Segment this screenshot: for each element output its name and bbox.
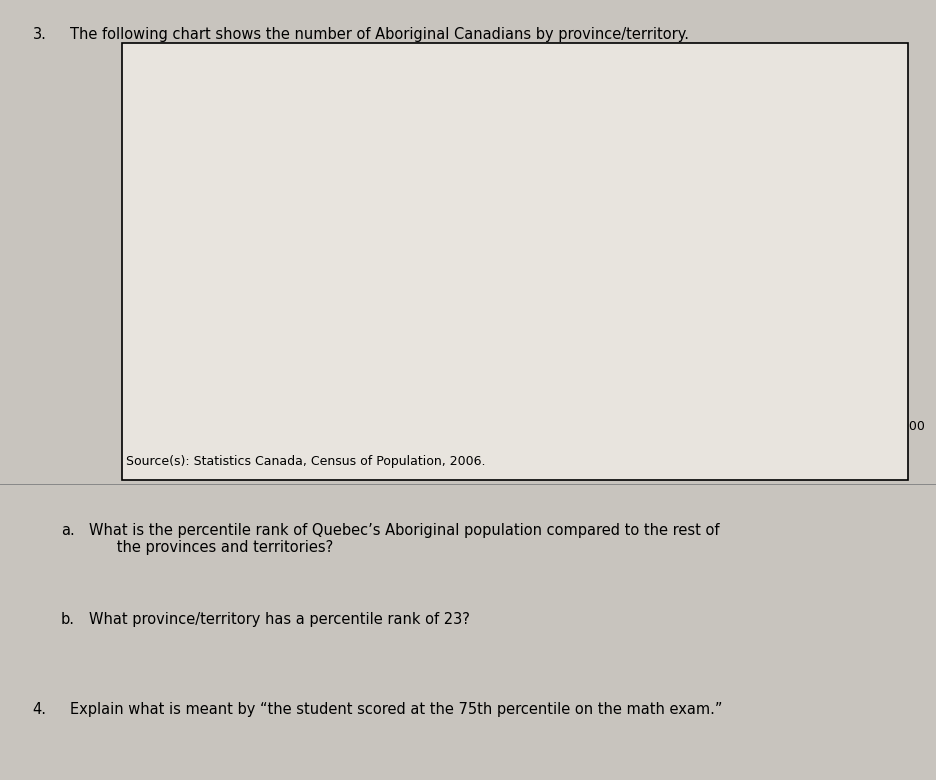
Text: a.: a. bbox=[61, 523, 75, 537]
Bar bbox=[295, 381, 299, 395]
Text: 175 395: 175 395 bbox=[651, 144, 699, 158]
Bar bbox=[295, 328, 330, 343]
Text: 7 580: 7 580 bbox=[314, 356, 346, 368]
Text: 188 365: 188 365 bbox=[677, 118, 725, 131]
Text: Source(s): Statistics Canada, Census of Population, 2006.: Source(s): Statistics Canada, Census of … bbox=[126, 455, 486, 468]
Bar bbox=[295, 223, 345, 237]
Text: What is the percentile rank of Quebec’s Aboriginal population compared to the re: What is the percentile rank of Quebec’s … bbox=[89, 523, 720, 555]
Text: 24 175: 24 175 bbox=[346, 250, 388, 263]
Text: 17 665: 17 665 bbox=[333, 329, 374, 342]
Text: 4.: 4. bbox=[33, 702, 47, 717]
Bar bbox=[295, 302, 336, 317]
Bar bbox=[295, 250, 344, 264]
Text: 242 495: 242 495 bbox=[786, 66, 835, 78]
Bar bbox=[295, 355, 310, 369]
Text: 196 075: 196 075 bbox=[693, 92, 741, 105]
Text: The following chart shows the number of Aboriginal Canadians by province/territo: The following chart shows the number of … bbox=[70, 27, 689, 42]
Text: 108 430: 108 430 bbox=[516, 197, 564, 211]
Bar bbox=[295, 275, 342, 290]
Bar bbox=[295, 170, 580, 185]
Text: 3.: 3. bbox=[33, 27, 47, 42]
Bar bbox=[295, 117, 674, 132]
Text: 24 920: 24 920 bbox=[348, 224, 389, 236]
Bar bbox=[295, 65, 782, 79]
Bar bbox=[295, 91, 690, 105]
Bar bbox=[295, 144, 648, 158]
Text: 23 450: 23 450 bbox=[345, 276, 386, 289]
Text: b.: b. bbox=[61, 612, 75, 627]
Text: 1 730: 1 730 bbox=[301, 382, 335, 395]
Text: What province/territory has a percentile rank of 23?: What province/territory has a percentile… bbox=[89, 612, 470, 627]
Text: Explain what is meant by “the student scored at the 75th percentile on the math : Explain what is meant by “the student sc… bbox=[70, 702, 723, 717]
Text: 141 890: 141 890 bbox=[583, 171, 632, 184]
Text: 20 635: 20 635 bbox=[340, 303, 380, 316]
Bar bbox=[295, 197, 513, 211]
